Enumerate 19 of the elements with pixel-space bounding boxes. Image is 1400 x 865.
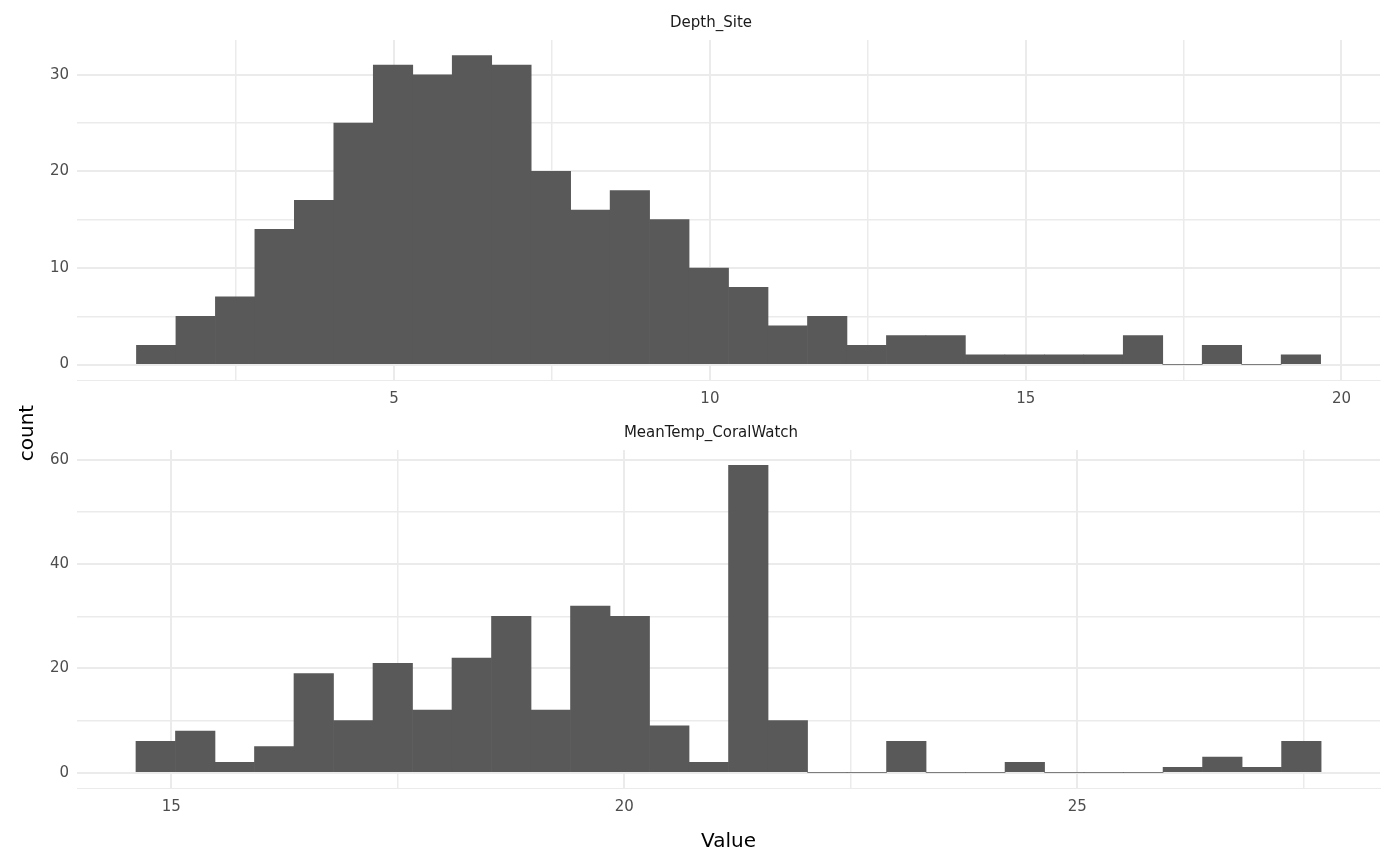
x-tick-label: 20 bbox=[1331, 388, 1352, 407]
y-axis-title: count bbox=[14, 404, 38, 461]
y-tick-label: 0 bbox=[59, 354, 70, 373]
chart-title: MeanTemp_CoralWatch bbox=[623, 422, 799, 442]
x-axis-title: Value bbox=[701, 828, 756, 853]
y-tick-label: 20 bbox=[49, 658, 70, 677]
x-tick-label: 15 bbox=[1016, 388, 1036, 407]
x-tick-label: 10 bbox=[700, 388, 720, 407]
y-tick-label: 30 bbox=[49, 64, 70, 83]
y-tick-label: 40 bbox=[49, 554, 70, 573]
x-tick-label: 15 bbox=[161, 796, 181, 815]
x-tick-label: 20 bbox=[614, 796, 634, 815]
x-tick-label: 5 bbox=[389, 388, 399, 407]
x-tick-label: 25 bbox=[1067, 796, 1087, 815]
y-tick-label: 60 bbox=[49, 450, 70, 469]
y-tick-label: 0 bbox=[59, 762, 70, 781]
y-tick-label: 10 bbox=[49, 257, 70, 276]
y-tick-label: 20 bbox=[49, 161, 70, 180]
chart-title: Depth_Site bbox=[670, 12, 752, 32]
